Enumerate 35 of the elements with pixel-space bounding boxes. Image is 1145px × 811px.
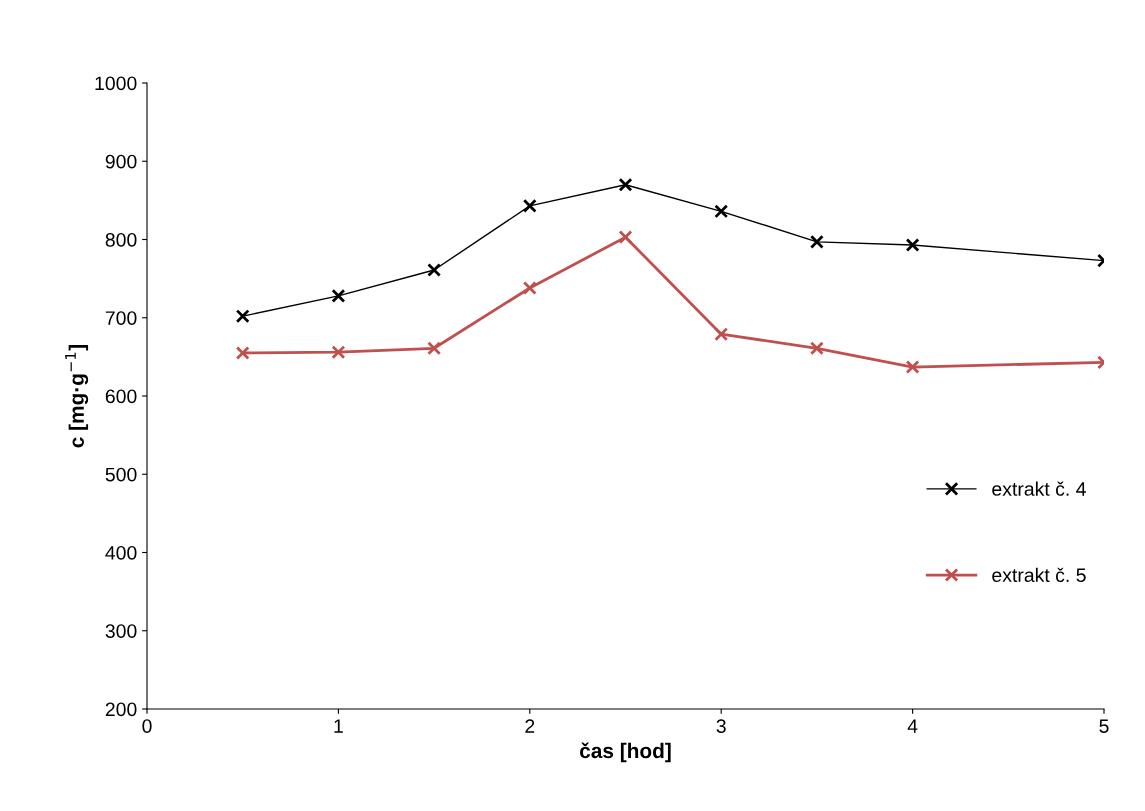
point [427, 341, 442, 356]
x-axis-title: čas [hod] [580, 742, 671, 763]
y-tick-label: 200 [105, 702, 137, 717]
x-tick-label: 4 [907, 719, 918, 733]
point [905, 238, 920, 252]
x-tick-label: 5 [1099, 719, 1109, 733]
y-tick-label: 300 [105, 624, 137, 638]
point [331, 345, 346, 360]
point [427, 263, 442, 277]
point [809, 234, 824, 249]
point [714, 327, 729, 342]
y-axis-title: c [mg·g$^{−1}$] [65, 345, 89, 448]
y-tick-label: 900 [105, 154, 137, 169]
point [235, 346, 250, 360]
x-tick-label: 0 [142, 719, 152, 733]
point [618, 177, 633, 192]
point [522, 281, 537, 295]
y-tick-label: 700 [105, 311, 137, 325]
y-tick-label: 400 [105, 545, 137, 560]
legend-label: extrakt č. 4 [992, 481, 1086, 496]
point [331, 288, 346, 303]
point [522, 198, 537, 213]
point [714, 204, 729, 219]
point [809, 341, 824, 356]
x-tick-label: 3 [716, 719, 726, 733]
x-tick-label: 1 [334, 719, 343, 733]
point [235, 309, 250, 324]
y-tick-label: 600 [105, 389, 137, 404]
y-tick-label: 500 [105, 467, 137, 482]
point [905, 360, 920, 374]
legend-label: extrakt č. 5 [992, 567, 1086, 583]
y-tick-label: 800 [105, 232, 137, 247]
y-tick-label: 1000 [95, 76, 137, 91]
x-tick-label: 2 [525, 719, 535, 733]
point [618, 230, 633, 245]
